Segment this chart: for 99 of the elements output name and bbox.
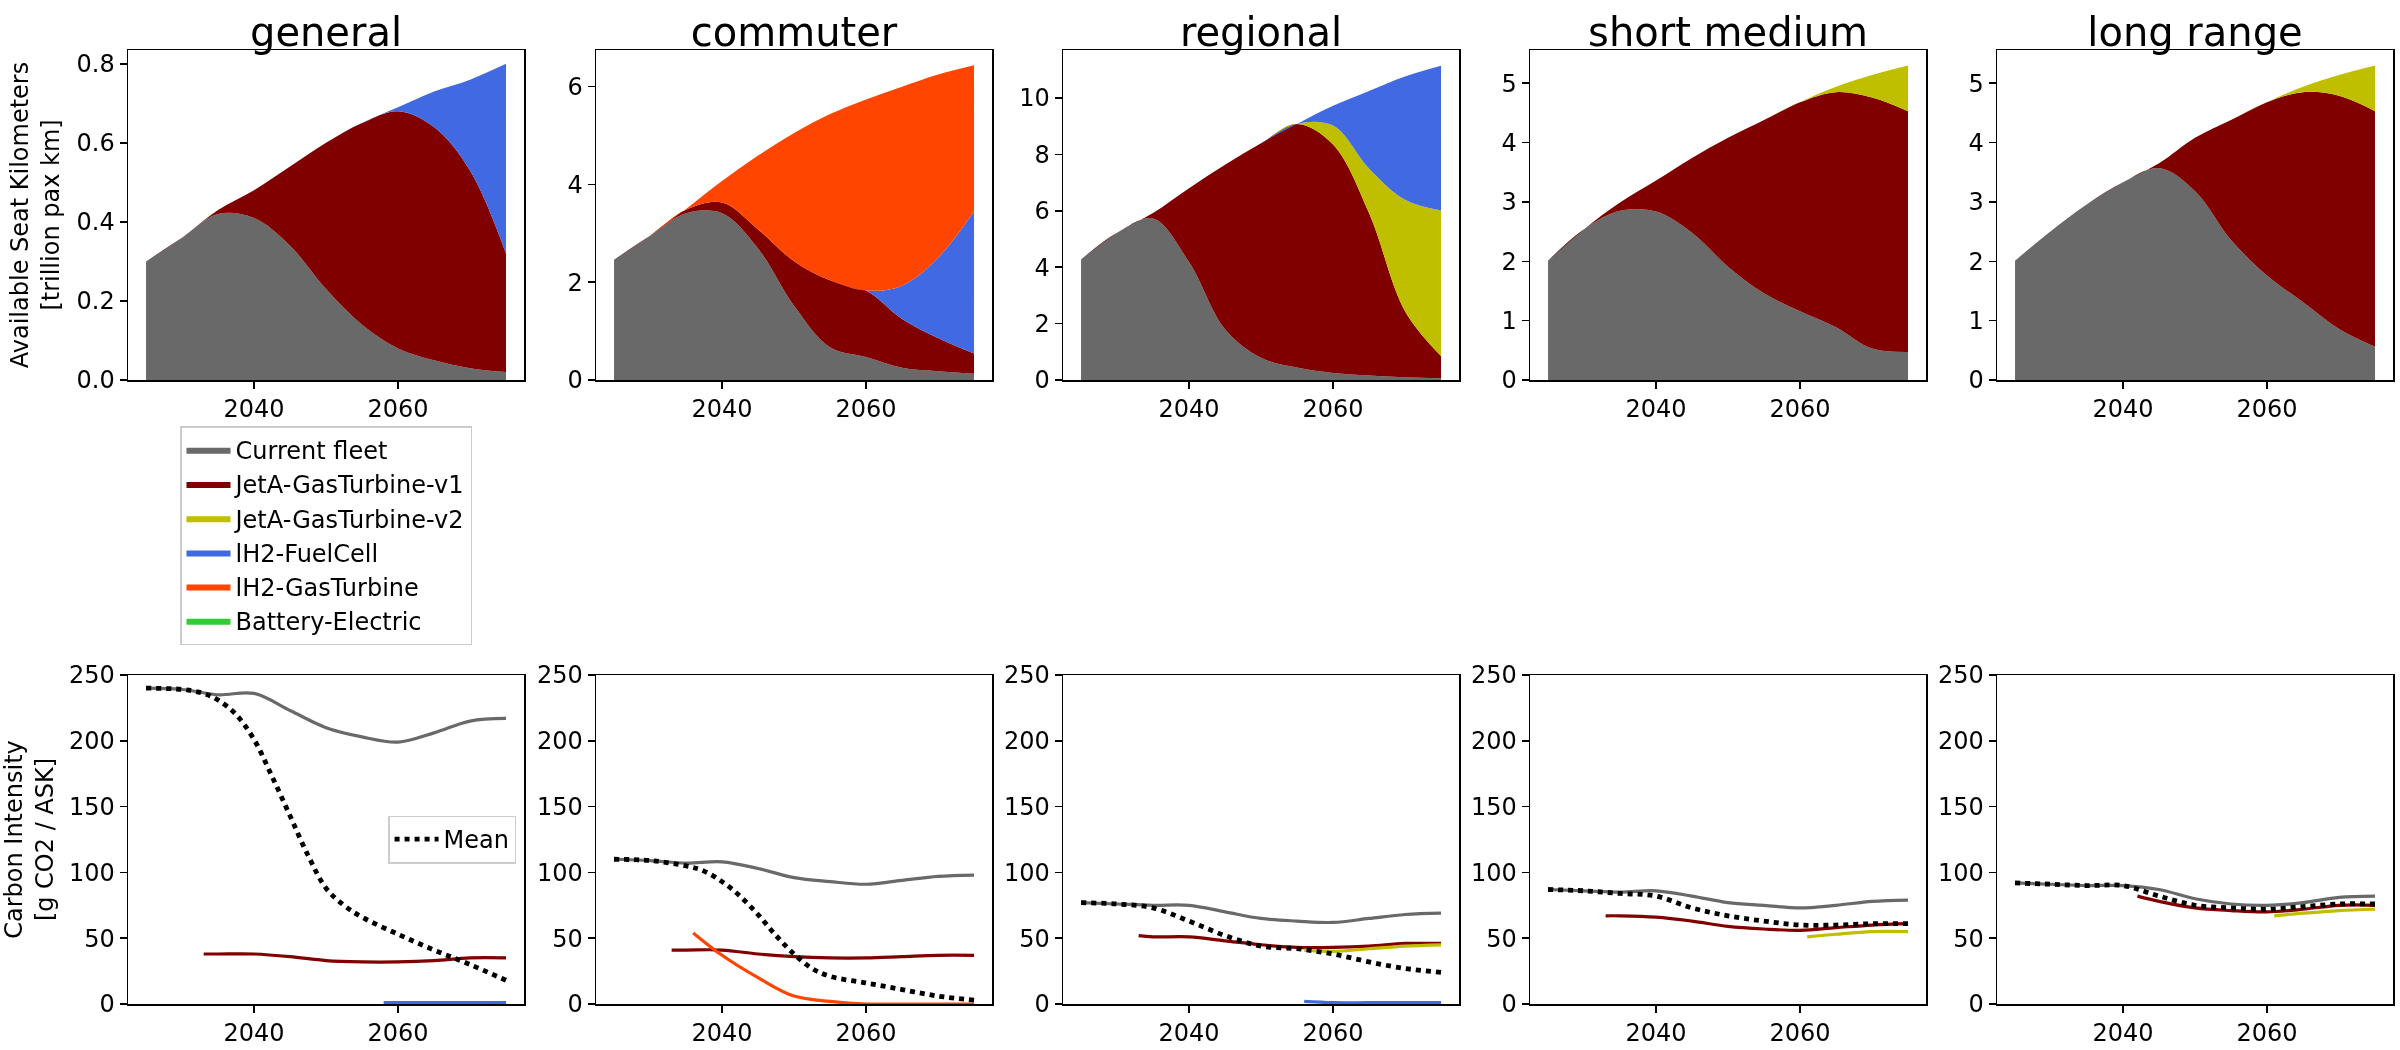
y-tick-label: 1 [1501,307,1517,336]
line-series [611,856,977,1003]
y-tick-label: 0.2 [76,287,115,316]
y-tick-label: 250 [1470,661,1517,690]
y-tick-label: 150 [536,793,583,821]
x-tick-label: 2060 [2236,395,2298,424]
y-tick-label: 5 [1968,69,1984,98]
y-tick-label: 0.6 [76,129,115,158]
y-tick-label: 5 [1501,69,1517,98]
y-tick-label: 4 [567,170,583,199]
x-tick-label: 2060 [367,1019,429,1048]
y-tick-label: 100 [1937,858,1984,887]
y-tick-label: 0.0 [76,366,115,395]
y-tick-label: 50 [84,924,115,953]
chart-title: regional [1179,9,1343,55]
legend-label: JetA-GasTurbine-v1 [233,471,464,500]
y-tick-label: 8 [1034,140,1050,169]
legend-label: Battery-Electric [235,608,422,637]
y-tick-label: 100 [1470,858,1517,887]
line-series [202,952,508,964]
x-tick-label: 2060 [835,1019,897,1048]
y-tick-label: 100 [68,858,115,887]
y-tick-label: 0 [1034,366,1050,395]
y-tick-label: 0 [1034,990,1050,1019]
x-tick-label: 2040 [223,1019,285,1048]
line-series [1545,887,1911,928]
y-tick-label: 150 [68,793,115,821]
y-tick-label: 200 [1003,727,1050,756]
y-tick-label: 0.8 [76,50,115,79]
y-tick-label: 100 [1003,858,1050,887]
line-series [2272,907,2377,918]
x-tick-label: 2060 [1302,395,1364,424]
line-series [691,931,976,1004]
legend-label: lH2-GasTurbine [235,573,419,602]
line-series [670,948,976,960]
y-tick-label: 0 [1501,366,1517,395]
y-tick-label: 0 [1968,366,1984,395]
y-tick-label: 2 [1968,247,1984,276]
x-tick-label: 2040 [2092,395,2154,424]
y-tick-label: 250 [1937,661,1984,690]
y-tick-label: 150 [1937,793,1984,821]
y-tick-label: 1 [1968,307,1984,336]
x-tick-label: 2060 [2236,1019,2298,1048]
legend-label: lH2-FuelCell [235,539,379,568]
line-series [1078,900,1444,975]
y-axis-title: Carbon Intensity [g CO2 / ASK] [0,740,60,939]
y-tick-label: 6 [567,73,583,102]
y-tick-label: 6 [1034,197,1050,226]
chart-title: short medium [1588,9,1868,55]
y-tick-label: 4 [1034,253,1050,282]
x-tick-label: 2040 [1158,395,1220,424]
legend-label: Mean [443,826,509,855]
y-tick-label: 200 [536,727,583,756]
x-tick-label: 2060 [367,395,429,424]
y-tick-label: 4 [1968,128,1984,157]
x-tick-label: 2040 [1158,1019,1220,1048]
y-tick-label: 0 [567,990,583,1019]
x-tick-label: 2040 [691,395,753,424]
y-tick-label: 250 [1003,661,1050,690]
y-tick-label: 50 [1486,924,1517,953]
y-tick-label: 3 [1501,188,1517,217]
y-tick-label: 250 [536,661,583,690]
y-tick-label: 100 [536,858,583,887]
y-tick-label: 50 [1953,924,1984,953]
x-tick-label: 2060 [1769,395,1831,424]
y-tick-label: 150 [1003,793,1050,821]
x-tick-label: 2060 [1302,1019,1364,1048]
y-tick-label: 2 [1034,309,1050,338]
y-tick-label: 50 [1019,924,1050,953]
y-tick-label: 200 [1470,727,1517,756]
y-tick-label: 0.4 [76,208,115,237]
chart-title: commuter [690,9,898,55]
y-tick-label: 250 [68,661,115,690]
x-tick-label: 2040 [1625,395,1687,424]
y-axis-title: Available Seat Kilometers [trillion pax km] [5,61,65,369]
y-tick-label: 10 [1019,84,1050,113]
y-tick-label: 4 [1501,128,1517,157]
x-tick-label: 2040 [691,1019,753,1048]
y-tick-label: 0 [99,990,115,1019]
x-tick-label: 2040 [2092,1019,2154,1048]
y-tick-label: 0 [567,366,583,395]
y-tick-label: 200 [68,727,115,756]
y-tick-label: 150 [1470,793,1517,821]
y-tick-label: 0 [1968,990,1984,1019]
y-tick-label: 50 [552,924,583,953]
chart-title: general [249,9,403,55]
legend-label: JetA-GasTurbine-v2 [233,505,464,534]
y-tick-label: 2 [567,268,583,297]
line-series [143,685,509,983]
chart-title: long range [2087,9,2303,55]
y-tick-label: 0 [1501,990,1517,1019]
x-tick-label: 2060 [1769,1019,1831,1048]
x-tick-label: 2040 [223,395,285,424]
legend-label: Current fleet [235,437,388,466]
x-tick-label: 2040 [1625,1019,1687,1048]
x-tick-label: 2060 [835,395,897,424]
y-tick-label: 3 [1968,188,1984,217]
y-tick-label: 2 [1501,247,1517,276]
y-tick-label: 200 [1937,727,1984,756]
